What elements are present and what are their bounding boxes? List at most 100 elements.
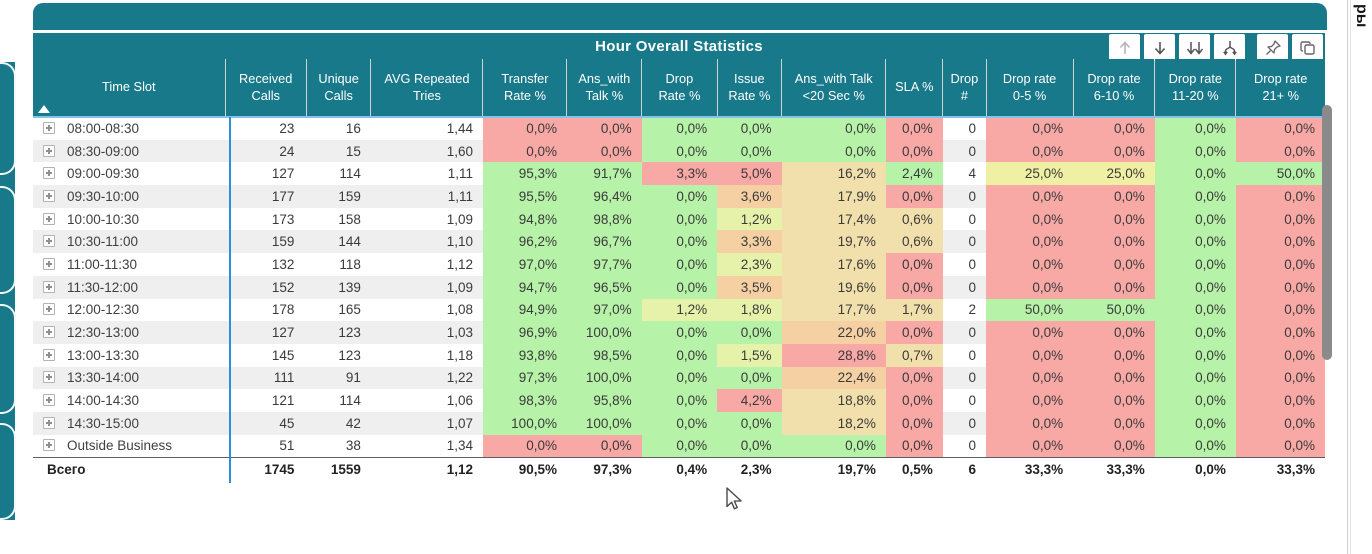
transfer-rate-cell[interactable]: 97,3% [482, 366, 567, 390]
expand-row-icon[interactable] [43, 394, 55, 407]
ans-with-talk-cell[interactable]: 98,5% [566, 343, 642, 367]
received-calls-cell[interactable]: 121 [271, 393, 295, 409]
drop-count-cell[interactable]: 0 [942, 275, 987, 299]
expand-all-button[interactable] [1214, 34, 1245, 61]
sla-cell[interactable]: 0,6% [885, 230, 943, 254]
received-calls-cell[interactable]: 178 [271, 302, 295, 318]
drop-rate-cell[interactable]: 0,0% [641, 275, 718, 299]
drop-rate-11-20-cell[interactable]: 0,0% [1154, 275, 1236, 299]
avg-repeated-tries-cell[interactable]: 1,18 [446, 347, 473, 363]
drop-count-cell[interactable]: 0 [942, 411, 987, 435]
issue-rate-cell[interactable]: 0,0% [717, 139, 782, 163]
drop-count-cell[interactable]: 4 [968, 166, 977, 182]
ans-with-talk-cell[interactable]: 0,0% [566, 139, 642, 163]
received-calls-cell[interactable]: 145 [271, 347, 295, 363]
drop-count-cell[interactable]: 0 [968, 438, 977, 454]
received-calls-cell[interactable]: 152 [225, 275, 307, 299]
drop-rate-21plus-cell[interactable]: 33,3% [1235, 456, 1325, 482]
expand-row-icon[interactable] [43, 144, 55, 157]
ans-with-talk-cell[interactable]: 100,0% [566, 411, 642, 435]
drop-rate-21plus-cell[interactable]: 0,0% [1235, 298, 1325, 322]
transfer-rate-cell[interactable]: 94,9% [482, 298, 567, 322]
drop-count-cell[interactable]: 0 [968, 211, 977, 227]
drop-rate-21plus-cell[interactable]: 0,0% [1235, 275, 1325, 299]
issue-rate-cell[interactable]: 0,0% [717, 434, 782, 458]
unique-calls-cell[interactable]: 91 [306, 366, 371, 390]
transfer-rate-cell[interactable]: 90,5% [482, 456, 567, 482]
ans-with-talk-20sec-cell[interactable]: 16,2% [781, 162, 886, 186]
drop-rate-21plus-cell[interactable]: 0,0% [1235, 139, 1325, 163]
transfer-rate-cell[interactable]: 0,0% [482, 117, 567, 140]
drop-rate-6-10-cell[interactable]: 0,0% [1073, 230, 1155, 254]
issue-rate-cell[interactable]: 3,5% [717, 275, 782, 299]
issue-rate-cell[interactable]: 0,0% [717, 366, 782, 390]
avg-repeated-tries-cell[interactable]: 1,09 [370, 275, 483, 299]
drop-rate-11-20-cell[interactable]: 0,0% [1154, 253, 1236, 276]
time-slot-cell[interactable]: 09:30-10:00 [33, 185, 226, 208]
received-calls-cell[interactable]: 23 [279, 121, 295, 137]
drop-rate-6-10-cell[interactable]: 0,0% [1073, 275, 1155, 299]
received-calls-cell[interactable]: 127 [271, 166, 295, 182]
drop-rate-6-10-cell[interactable]: 33,3% [1073, 456, 1155, 482]
sla-cell[interactable]: 0,0% [885, 321, 943, 344]
drop-rate-0-5-cell[interactable]: 0,0% [986, 321, 1074, 344]
unique-calls-cell[interactable]: 139 [306, 275, 371, 299]
avg-repeated-tries-cell[interactable]: 1,10 [370, 230, 483, 254]
drop-rate-21plus-cell[interactable]: 50,0% [1235, 162, 1325, 186]
expand-row-icon[interactable] [43, 371, 55, 384]
ans-with-talk-cell[interactable]: 95,8% [566, 389, 642, 412]
drop-rate-21plus-cell[interactable]: 0,0% [1235, 185, 1325, 208]
drop-rate-6-10-cell[interactable]: 0,0% [1073, 389, 1155, 412]
drop-count-cell[interactable]: 0 [942, 139, 987, 163]
drop-count-cell[interactable]: 0 [968, 256, 977, 272]
left-panel-tab-3[interactable] [0, 304, 16, 414]
avg-repeated-tries-cell[interactable]: 1,12 [446, 256, 473, 272]
expand-row-icon[interactable] [43, 439, 55, 452]
expand-row-icon[interactable] [43, 235, 55, 248]
time-slot-cell[interactable]: 14:00-14:30 [33, 389, 225, 412]
issue-rate-cell[interactable]: 5,0% [717, 162, 782, 186]
time-slot-cell[interactable]: Outside Business [33, 435, 225, 458]
avg-repeated-tries-cell[interactable]: 1,11 [370, 185, 483, 208]
unique-calls-cell[interactable]: 42 [306, 411, 371, 435]
drop-rate-cell[interactable]: 0,0% [641, 139, 718, 163]
drop-rate-6-10-cell[interactable]: 0,0% [1073, 343, 1155, 367]
avg-repeated-tries-cell[interactable]: 1,08 [446, 302, 473, 318]
sla-cell[interactable]: 0,0% [885, 117, 943, 140]
ans-with-talk-cell[interactable]: 96,7% [566, 230, 642, 254]
go-to-next-level-button[interactable] [1179, 34, 1210, 61]
drop-rate-6-10-cell[interactable]: 50,0% [1073, 298, 1155, 322]
avg-repeated-tries-cell[interactable]: 1,07 [370, 411, 483, 435]
unique-calls-cell[interactable]: 16 [345, 121, 361, 137]
time-slot-cell[interactable]: 14:30-15:00 [33, 411, 226, 435]
left-panel-tab-4[interactable] [0, 423, 16, 520]
ans-with-talk-20sec-cell[interactable]: 19,6% [781, 275, 886, 299]
column-header[interactable]: Ans_with Talk <20 Sec % [781, 59, 886, 117]
column-header[interactable]: SLA % [885, 59, 943, 117]
drop-rate-11-20-cell[interactable]: 0,0% [1154, 139, 1236, 163]
received-calls-cell[interactable]: 127 [225, 321, 307, 344]
expand-row-icon[interactable] [43, 257, 55, 270]
ans-with-talk-20sec-cell[interactable]: 17,9% [781, 185, 886, 208]
transfer-rate-cell[interactable]: 95,3% [482, 162, 567, 186]
transfer-rate-cell[interactable]: 96,2% [482, 230, 567, 254]
time-slot-cell[interactable]: 08:00-08:30 [33, 117, 225, 140]
drop-rate-0-5-cell[interactable]: 0,0% [986, 139, 1074, 163]
transfer-rate-cell[interactable]: 94,8% [482, 207, 567, 231]
unique-calls-cell[interactable]: 159 [306, 185, 371, 208]
ans-with-talk-20sec-cell[interactable]: 22,0% [781, 321, 886, 344]
received-calls-cell[interactable]: 111 [225, 366, 307, 390]
drop-rate-11-20-cell[interactable]: 0,0% [1154, 117, 1236, 140]
received-calls-cell[interactable]: 177 [225, 185, 307, 208]
frozen-column-divider[interactable] [229, 117, 231, 483]
unique-calls-cell[interactable]: 118 [339, 256, 361, 272]
time-slot-cell[interactable]: 08:30-09:00 [33, 139, 226, 163]
drop-rate-0-5-cell[interactable]: 0,0% [986, 185, 1074, 208]
sla-cell[interactable]: 0,0% [885, 411, 943, 435]
column-header[interactable]: Drop Rate % [641, 59, 718, 117]
drop-rate-cell[interactable]: 0,0% [641, 366, 718, 390]
transfer-rate-cell[interactable]: 98,3% [482, 389, 567, 412]
drop-count-cell[interactable]: 0 [968, 393, 977, 409]
expand-row-icon[interactable] [43, 326, 55, 339]
ans-with-talk-cell[interactable]: 96,4% [566, 185, 642, 208]
